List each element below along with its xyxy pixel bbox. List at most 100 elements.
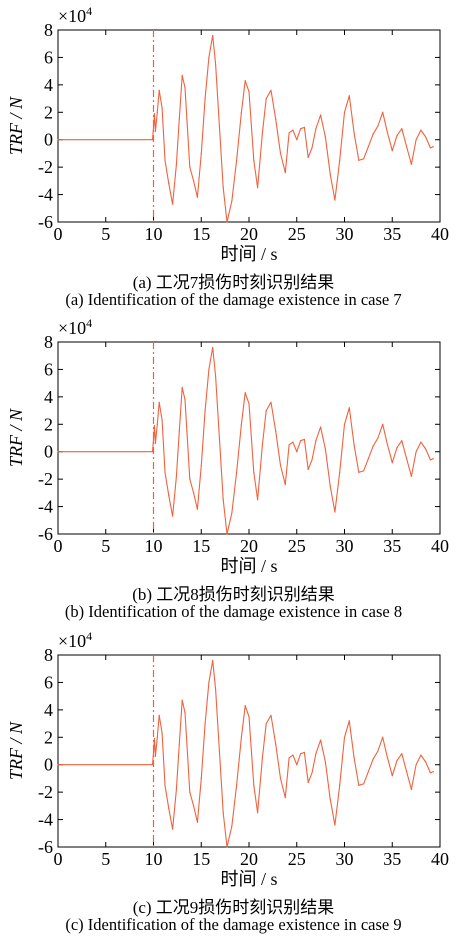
data-point [212, 346, 214, 349]
data-point [156, 736, 158, 738]
data-point [324, 136, 326, 138]
data-point [363, 158, 365, 160]
data-point [279, 464, 282, 467]
data-point [222, 499, 224, 501]
trf-series-line [58, 346, 434, 535]
y-axis-label: TRF / N [6, 408, 26, 467]
x-tick-label: 20 [240, 224, 258, 244]
data-point [214, 688, 217, 690]
data-point [244, 80, 246, 82]
data-point [270, 714, 272, 716]
data-point [358, 784, 360, 786]
y-tick-label: 8 [44, 645, 53, 665]
data-point [57, 139, 59, 141]
x-axis-label: 时间 / s [220, 556, 277, 576]
y-tick-label: -2 [38, 469, 53, 489]
data-point [410, 163, 412, 165]
data-point [311, 772, 313, 774]
data-point [152, 751, 155, 753]
data-point [320, 426, 322, 428]
data-point [372, 758, 374, 760]
data-point [405, 145, 408, 148]
data-point [261, 757, 263, 759]
data-point [425, 448, 427, 450]
data-point [292, 441, 294, 443]
data-point [299, 753, 302, 755]
data-point [158, 89, 160, 91]
data-point [193, 492, 195, 494]
y-tick-label: -6 [38, 212, 53, 232]
y-tick-label: 2 [44, 414, 53, 434]
data-point [235, 159, 238, 161]
y-axis-label: TRF / N [6, 96, 26, 155]
data-point [261, 132, 263, 134]
data-point [57, 451, 59, 453]
data-point [253, 784, 255, 786]
data-point [265, 97, 267, 100]
data-point [343, 736, 346, 738]
data-point [296, 451, 298, 453]
x-tick-label: 10 [145, 536, 163, 556]
chart-a: 0 5 10 15 20 25 30 35 40 -6 -4 -2 0 2 4 6 8×104 时间 / s TRF… [6, 4, 449, 264]
data-point [367, 457, 369, 460]
data-point [172, 203, 174, 205]
y-tick-label: 6 [44, 672, 53, 692]
data-point [334, 199, 336, 201]
y-scale-factor: ×104 [58, 4, 92, 26]
caption-en: (b) Identification of the damage existen… [64, 602, 403, 621]
data-point [343, 111, 346, 113]
data-point [240, 423, 242, 425]
data-point [214, 375, 217, 377]
plot-frame [57, 654, 441, 848]
x-tick-label: 30 [336, 536, 354, 556]
x-axis-label: 时间 / s [220, 244, 277, 264]
data-point [339, 471, 341, 473]
data-point [334, 511, 336, 513]
data-point [189, 478, 191, 480]
data-point [172, 828, 174, 830]
x-tick-label: 5 [101, 536, 110, 556]
x-tick-label: 10 [145, 849, 163, 869]
x-tick-label: 25 [288, 224, 306, 244]
data-point [270, 401, 272, 403]
data-point [377, 750, 379, 752]
x-tick-label: 20 [240, 536, 258, 556]
data-point [311, 459, 313, 461]
y-tick-label: -2 [38, 782, 53, 802]
data-point [231, 512, 233, 515]
data-point [226, 846, 228, 848]
data-point [248, 91, 250, 93]
x-tick-label: 40 [431, 224, 449, 244]
data-point [226, 221, 228, 223]
data-point [57, 764, 59, 766]
data-point [292, 754, 294, 756]
data-point [363, 783, 365, 785]
data-point [303, 126, 305, 128]
data-point [161, 732, 163, 734]
y-scale-factor: ×104 [58, 316, 92, 338]
data-point [181, 74, 183, 76]
data-point [429, 147, 432, 149]
x-axis-label: 时间 / s [220, 869, 277, 889]
data-point [320, 739, 322, 741]
data-point [396, 447, 398, 449]
data-point [299, 440, 302, 442]
caption-en: (c) Identification of the damage existen… [65, 915, 402, 934]
x-tick-label: 30 [336, 224, 354, 244]
data-point [358, 471, 360, 473]
data-point [270, 89, 272, 91]
data-point [401, 753, 403, 755]
data-point [303, 751, 305, 753]
data-point [164, 784, 166, 786]
data-point [367, 145, 369, 148]
data-point [181, 699, 183, 701]
chart-c: 0 5 10 15 20 25 30 35 40 -6 -4 -2 0 2 4 6 8×104 时间 / s TRF… [6, 629, 449, 889]
data-point [164, 471, 166, 473]
data-point [348, 95, 350, 97]
data-point [288, 132, 290, 134]
data-point [244, 392, 246, 394]
data-point [231, 200, 233, 203]
caption-zh: (c) 工况9损伤时刻识别结果 [132, 898, 335, 917]
data-point [186, 743, 188, 745]
data-point [186, 430, 188, 432]
